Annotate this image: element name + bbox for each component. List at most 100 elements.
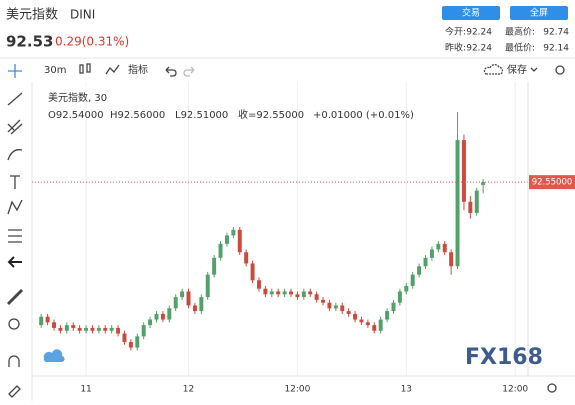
projection-tool[interactable]: [8, 229, 22, 243]
candle-body: [84, 327, 89, 331]
settings-icon[interactable]: [555, 65, 565, 75]
candle-body: [301, 291, 306, 298]
candle-body: [423, 257, 428, 267]
candle-body: [64, 325, 69, 331]
line-tool[interactable]: [7, 92, 23, 106]
plot: 92.55000: [32, 82, 575, 376]
candle-body: [256, 280, 261, 289]
candle-body: [468, 201, 473, 213]
candle-body: [333, 305, 338, 309]
stat-value: 92.24: [466, 28, 492, 38]
candle-body: [71, 325, 76, 328]
candle-body: [289, 291, 293, 295]
candle-body: [160, 313, 165, 320]
candle-body: [391, 302, 396, 312]
candle-body: [436, 243, 441, 250]
magnet-tool[interactable]: [8, 355, 20, 367]
candle-body: [52, 322, 56, 328]
candle-body: [385, 311, 390, 320]
legend-open: O92.54000: [48, 110, 104, 121]
candle-body: [244, 252, 249, 264]
candle-body: [295, 294, 300, 298]
instrument-code: DINI: [70, 8, 95, 22]
stat-value: 92.74: [543, 28, 569, 38]
price-tag: [529, 175, 575, 190]
candle-body: [128, 341, 133, 348]
save[interactable]: 保存: [507, 63, 527, 76]
undo-icon[interactable]: [165, 66, 177, 77]
candle-body: [404, 285, 409, 292]
price-tag-label: 92.55000: [532, 178, 573, 188]
candle-body: [263, 288, 268, 295]
candle-body: [77, 327, 82, 331]
lock-tool[interactable]: [8, 385, 21, 398]
candle-body: [481, 182, 486, 185]
candle-body: [353, 313, 358, 320]
candle-body: [308, 291, 313, 295]
x-tick-label: 12:00: [502, 385, 528, 395]
candle-body: [231, 229, 236, 236]
fullscreen-label[interactable]: 全屏: [530, 7, 548, 19]
legend-close: 收=92.55000: [238, 108, 304, 121]
x-tick-label: 13: [401, 385, 412, 395]
pattern-tool[interactable]: [7, 199, 23, 215]
candle-body: [282, 291, 287, 295]
ruler-tool[interactable]: [6, 288, 24, 306]
stat-label: 最低价:: [505, 42, 535, 54]
candle-body: [192, 305, 197, 312]
candle-body: [103, 327, 108, 331]
candle-body: [378, 319, 383, 331]
candle-body: [365, 322, 370, 326]
fullscreen-button[interactable]: [510, 6, 568, 20]
stat-value: 92.24: [466, 44, 492, 54]
candle-body: [90, 327, 95, 331]
candle-body: [359, 319, 364, 323]
text-tool[interactable]: [10, 175, 20, 189]
candle-body: [397, 291, 402, 303]
candle-body: [224, 235, 229, 244]
stat-value: 92.14: [543, 44, 569, 54]
indicators[interactable]: 指标: [128, 63, 148, 76]
candle-body: [321, 299, 326, 303]
candle-body: [199, 297, 204, 312]
legend-low: L92.51000: [175, 110, 228, 121]
candle-body: [173, 297, 178, 309]
brush-tool[interactable]: [7, 149, 23, 161]
candle-body: [167, 308, 172, 320]
cloud-badge[interactable]: [43, 349, 65, 363]
candle-body: [250, 263, 255, 281]
x-tick-label: 12: [183, 385, 194, 395]
candle-body: [96, 327, 101, 331]
axis-settings[interactable]: [547, 383, 557, 393]
legend-change: +0.01000 (+0.01%): [313, 110, 414, 121]
back-tool[interactable]: [7, 256, 22, 268]
candle-body: [417, 266, 422, 275]
candle-body: [269, 291, 274, 295]
candle-body: [276, 291, 281, 295]
candle-body: [429, 249, 434, 258]
candle-body: [314, 294, 319, 300]
cloud-icon[interactable]: [483, 63, 504, 75]
trade-button[interactable]: [442, 6, 500, 20]
save-menu[interactable]: [530, 67, 538, 72]
crosshair-tool[interactable]: [8, 64, 22, 78]
legend-title: 美元指数, 30: [48, 91, 107, 104]
price-change: 0.29(0.31%): [55, 35, 129, 49]
candle-body: [154, 313, 159, 320]
candle-body: [327, 302, 332, 309]
zoom-tool[interactable]: [8, 318, 20, 330]
x-tick-label: 11: [80, 385, 91, 395]
candle-body: [449, 252, 454, 267]
redo-icon[interactable]: [183, 66, 195, 77]
candle-icon[interactable]: [79, 63, 91, 74]
fib-tool[interactable]: [7, 119, 23, 135]
candle-body: [474, 190, 479, 213]
watermark: FX168: [465, 345, 543, 370]
interval[interactable]: 30m: [44, 65, 66, 76]
candle-body: [45, 316, 50, 323]
candle-body: [455, 140, 460, 267]
stat-label: 今开:: [445, 26, 466, 38]
indicator-icon[interactable]: [105, 64, 120, 75]
trade-label[interactable]: 交易: [462, 7, 480, 19]
